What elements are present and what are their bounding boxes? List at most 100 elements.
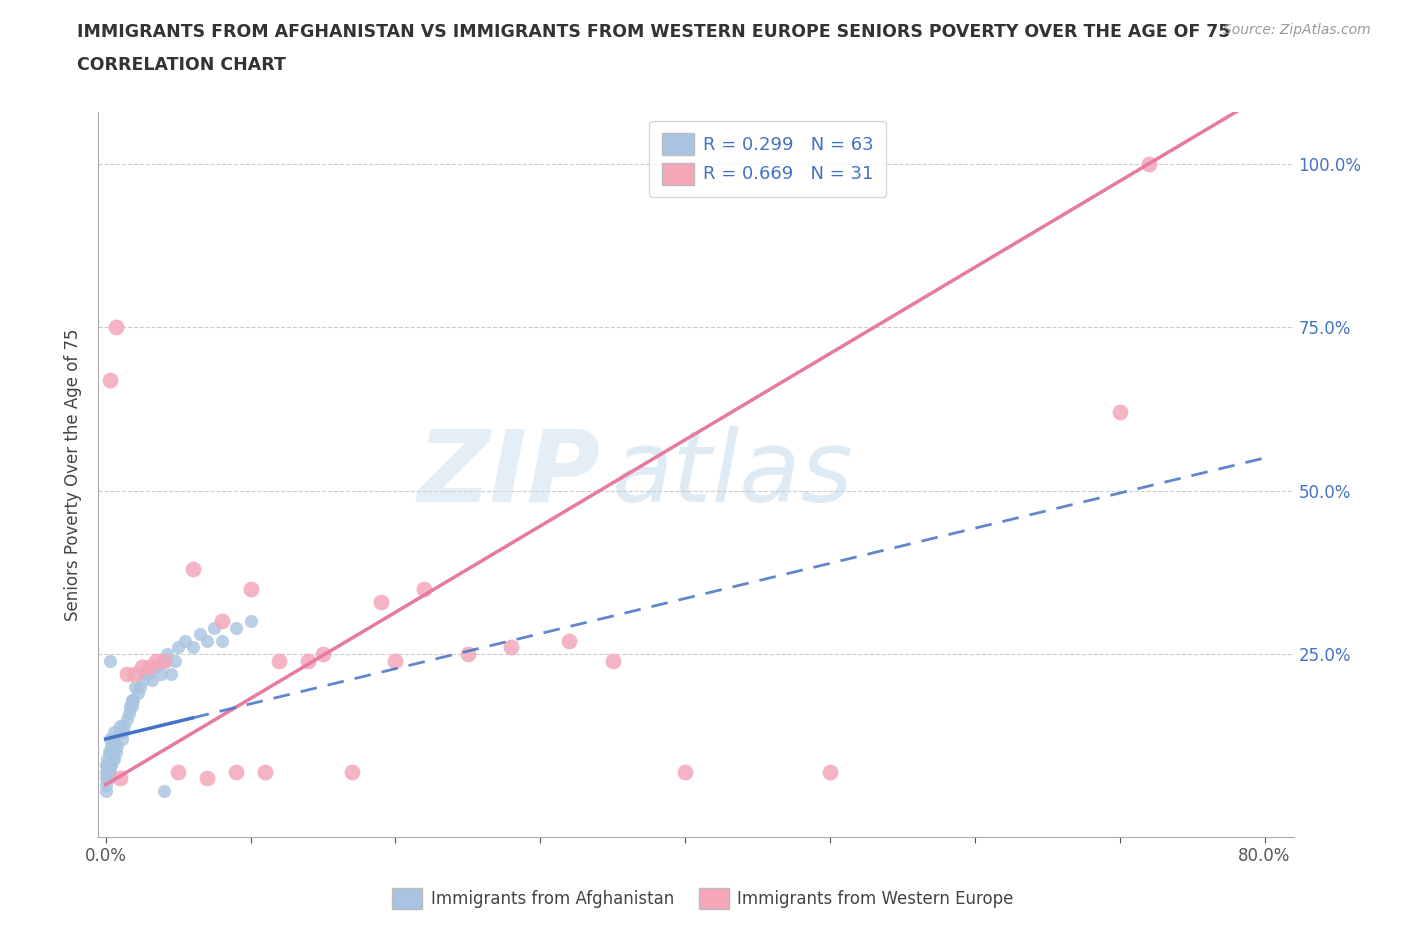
Point bbox=[149, 666, 172, 681]
Point bbox=[239, 614, 262, 629]
Text: atlas: atlas bbox=[613, 426, 853, 523]
Point bbox=[167, 640, 190, 655]
Point bbox=[129, 679, 152, 694]
Point bbox=[107, 725, 129, 740]
Point bbox=[141, 672, 163, 687]
Legend: Immigrants from Afghanistan, Immigrants from Western Europe: Immigrants from Afghanistan, Immigrants … bbox=[384, 880, 1022, 917]
Point bbox=[103, 738, 125, 753]
Point bbox=[96, 758, 118, 773]
Point bbox=[127, 685, 149, 700]
Text: IMMIGRANTS FROM AFGHANISTAN VS IMMIGRANTS FROM WESTERN EUROPE SENIORS POVERTY OV: IMMIGRANTS FROM AFGHANISTAN VS IMMIGRANT… bbox=[77, 23, 1230, 41]
Point bbox=[98, 745, 121, 760]
Point bbox=[225, 620, 247, 635]
Point bbox=[110, 732, 132, 747]
Point bbox=[211, 633, 233, 648]
Point bbox=[145, 659, 167, 674]
Point bbox=[174, 633, 197, 648]
Point bbox=[100, 738, 122, 753]
Point bbox=[225, 764, 247, 779]
Point bbox=[118, 705, 141, 720]
Point bbox=[340, 764, 363, 779]
Point bbox=[108, 719, 131, 734]
Point bbox=[94, 758, 117, 773]
Point bbox=[138, 659, 160, 674]
Point bbox=[1137, 156, 1160, 171]
Point bbox=[98, 764, 121, 779]
Point bbox=[96, 771, 118, 786]
Point bbox=[94, 764, 117, 779]
Point bbox=[135, 666, 157, 681]
Point bbox=[98, 758, 121, 773]
Point bbox=[145, 653, 167, 668]
Text: Source: ZipAtlas.com: Source: ZipAtlas.com bbox=[1223, 23, 1371, 37]
Point bbox=[97, 758, 120, 773]
Point bbox=[122, 692, 145, 707]
Legend: R = 0.299   N = 63, R = 0.669   N = 31: R = 0.299 N = 63, R = 0.669 N = 31 bbox=[650, 121, 886, 197]
Point bbox=[1108, 405, 1130, 419]
Point bbox=[104, 745, 127, 760]
Text: CORRELATION CHART: CORRELATION CHART bbox=[77, 56, 287, 73]
Text: ZIP: ZIP bbox=[418, 426, 600, 523]
Point bbox=[167, 764, 190, 779]
Point bbox=[269, 653, 291, 668]
Point bbox=[152, 653, 174, 668]
Point bbox=[117, 712, 139, 727]
Point bbox=[96, 751, 118, 766]
Point bbox=[124, 666, 146, 681]
Point bbox=[297, 653, 319, 668]
Point bbox=[818, 764, 841, 779]
Point bbox=[195, 771, 218, 786]
Point bbox=[94, 771, 117, 786]
Point bbox=[96, 764, 118, 779]
Point bbox=[384, 653, 406, 668]
Point bbox=[120, 698, 142, 713]
Point bbox=[501, 640, 523, 655]
Point bbox=[101, 751, 124, 766]
Point bbox=[94, 777, 117, 792]
Point bbox=[312, 646, 335, 661]
Point bbox=[101, 732, 124, 747]
Point bbox=[188, 627, 211, 642]
Point bbox=[253, 764, 276, 779]
Point bbox=[121, 692, 143, 707]
Point bbox=[138, 666, 160, 681]
Point bbox=[101, 745, 124, 760]
Point bbox=[105, 738, 128, 753]
Point bbox=[673, 764, 696, 779]
Point bbox=[132, 672, 155, 687]
Point bbox=[97, 764, 120, 779]
Point bbox=[97, 745, 120, 760]
Point bbox=[98, 372, 121, 387]
Point bbox=[558, 633, 581, 648]
Point bbox=[155, 646, 177, 661]
Point bbox=[152, 653, 174, 668]
Point bbox=[117, 666, 139, 681]
Point bbox=[114, 719, 136, 734]
Point bbox=[98, 653, 121, 668]
Point bbox=[211, 614, 233, 629]
Point bbox=[103, 725, 125, 740]
Point bbox=[165, 653, 187, 668]
Point bbox=[457, 646, 479, 661]
Point bbox=[124, 679, 146, 694]
Y-axis label: Seniors Poverty Over the Age of 75: Seniors Poverty Over the Age of 75 bbox=[65, 328, 83, 620]
Point bbox=[160, 666, 183, 681]
Point bbox=[121, 698, 143, 713]
Point bbox=[100, 745, 122, 760]
Point bbox=[152, 784, 174, 799]
Point bbox=[108, 771, 131, 786]
Point bbox=[100, 758, 122, 773]
Point bbox=[181, 640, 204, 655]
Point bbox=[370, 594, 392, 609]
Point bbox=[413, 581, 436, 596]
Point bbox=[602, 653, 624, 668]
Point bbox=[239, 581, 262, 596]
Point bbox=[202, 620, 225, 635]
Point bbox=[181, 562, 204, 577]
Point bbox=[94, 784, 117, 799]
Point bbox=[104, 320, 127, 335]
Point bbox=[195, 633, 218, 648]
Point bbox=[98, 732, 121, 747]
Point bbox=[112, 725, 135, 740]
Point bbox=[97, 771, 120, 786]
